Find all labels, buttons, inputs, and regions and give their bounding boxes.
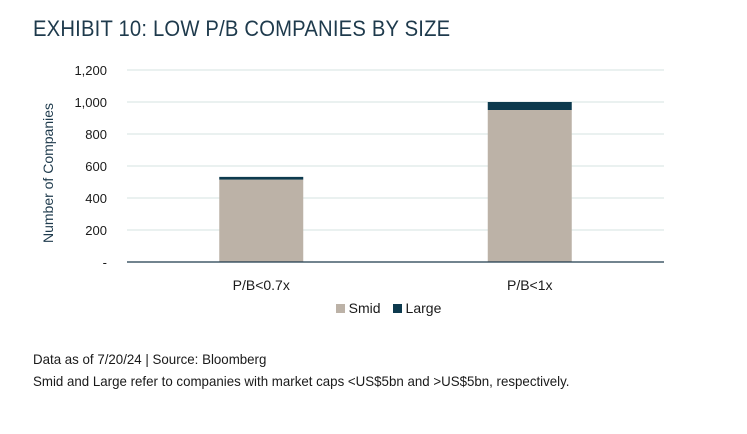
chart-title: EXHIBIT 10: LOW P/B COMPANIES BY SIZE xyxy=(33,16,451,41)
y-axis-label: Number of Companies xyxy=(40,103,56,243)
legend-item-smid: Smid xyxy=(306,300,381,316)
source-note: Data as of 7/20/24 | Source: Bloomberg xyxy=(33,351,267,367)
bar-chart: - 200 400 600 800 1,000 1,200 Number of Compani… xyxy=(40,63,664,293)
y-tick-label: 600 xyxy=(85,159,107,174)
definition-note: Smid and Large refer to companies with m… xyxy=(33,373,570,389)
footnotes: Data as of 7/20/24 | Source: Bloomberg S… xyxy=(33,348,569,392)
y-tick-label: 200 xyxy=(85,223,107,238)
x-tick-label: P/B<0.7x xyxy=(233,277,290,293)
y-tick-label: 1,200 xyxy=(74,63,107,78)
y-tick-label: - xyxy=(103,255,107,270)
bar-smid-1 xyxy=(219,179,304,262)
y-tick-label: 1,000 xyxy=(74,95,107,110)
legend-label-large: Large xyxy=(405,300,442,316)
bar-large-2 xyxy=(487,102,572,110)
bar-large-1 xyxy=(219,176,304,180)
bar-smid-2 xyxy=(487,110,572,262)
legend-swatch-smid xyxy=(335,303,345,313)
legend-label-smid: Smid xyxy=(348,300,381,316)
legend-item-large: Large xyxy=(392,300,442,316)
y-tick-label: 800 xyxy=(85,127,107,142)
y-tick-label: 400 xyxy=(85,191,107,206)
x-tick-label: P/B<1x xyxy=(507,277,553,293)
legend-swatch-large xyxy=(392,303,402,313)
legend: Smid Large xyxy=(0,300,747,316)
